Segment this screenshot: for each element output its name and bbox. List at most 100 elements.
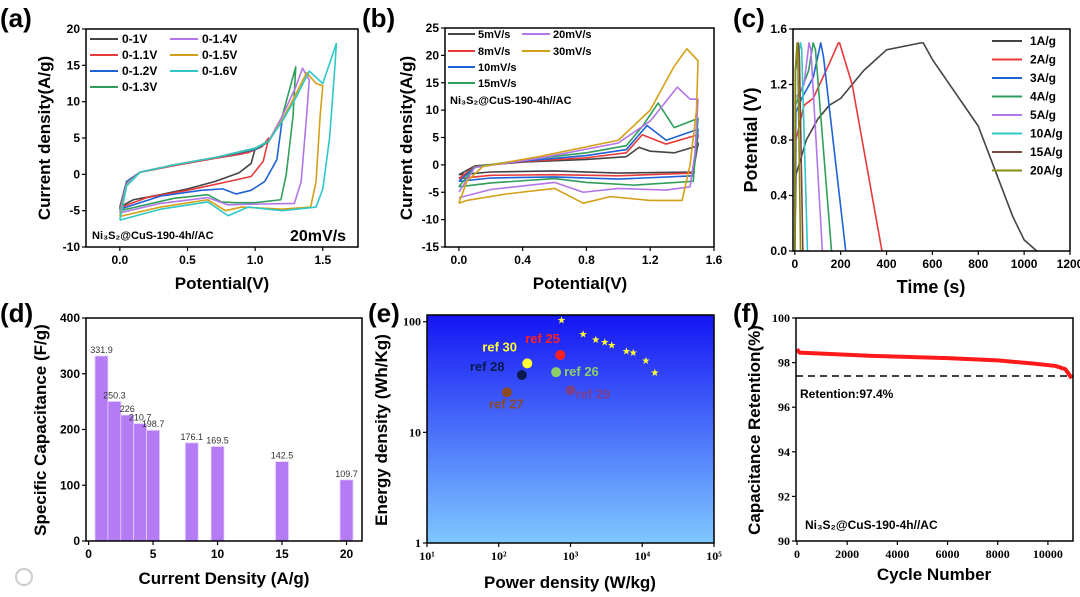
this-work-star-point: ★ [650, 368, 659, 379]
reference-point [565, 385, 576, 396]
reference-point [516, 369, 527, 380]
x-tick-label: 5 [150, 547, 157, 561]
y-tick-label: -5 [428, 185, 439, 199]
bar [146, 429, 160, 541]
x-axis-title: Time (s) [897, 277, 966, 297]
y-tick-label: 5 [432, 131, 439, 145]
y-tick-label: 96 [778, 400, 790, 414]
x-tick-label: 1.6 [706, 253, 723, 267]
bar-value-label: 250.3 [103, 390, 126, 400]
y-tick-label: 0.0 [770, 244, 787, 258]
y-tick-label: 25 [426, 21, 440, 35]
bar [94, 355, 109, 541]
y-tick-label: 1.6 [770, 22, 787, 36]
legend-label: 0-1.6V [202, 64, 237, 78]
y-tick-label: 200 [60, 423, 80, 437]
legend-label: 8mV/s [478, 46, 510, 58]
panel-label: (d) [0, 298, 33, 328]
y-tick-label: 94 [778, 445, 790, 459]
y-axis-title: Current density(A/g) [397, 56, 416, 220]
x-tick-label: 10⁵ [706, 549, 722, 563]
legend-label: 4A/g [1030, 90, 1056, 104]
series-line-1A-g [794, 42, 1038, 251]
plot-frame [795, 317, 1074, 542]
reference-label: ref 30 [482, 339, 517, 354]
reference-label: ref 25 [525, 331, 560, 346]
legend-label: 10A/g [1030, 127, 1063, 141]
legend-label: 1A/g [1030, 34, 1056, 48]
y-tick-label: 400 [60, 311, 80, 325]
panel-label: (b) [362, 3, 395, 33]
x-tick-label: 2000 [835, 547, 859, 561]
y-tick-label: 20 [426, 48, 440, 62]
reference-point [555, 350, 566, 361]
series-line-0-1.1V [119, 137, 270, 209]
x-tick-label: 1.5 [314, 253, 331, 267]
bar-value-label: 109.7 [335, 469, 358, 479]
x-tick-label: 0 [85, 547, 92, 561]
y-axis-title: Potential (V) [741, 87, 761, 192]
bar [275, 461, 289, 541]
y-tick-label: 15 [67, 58, 81, 72]
y-axis-title: Capacitance Retention(%) [745, 325, 764, 535]
legend-label: 0-1V [122, 32, 147, 46]
panel-a: 0.0 0.5 1.0 1.5 -10 -5 0 5 10 15 20 Potential(V) Cur… [0, 3, 359, 293]
legend-label: 3A/g [1030, 71, 1056, 85]
x-axis-title: Potential(V) [533, 274, 627, 293]
series-line-5mV-s [458, 142, 699, 176]
x-tick-label: 600 [922, 257, 942, 271]
y-tick-label: 100 [60, 478, 80, 492]
legend-label: 2A/g [1030, 53, 1056, 67]
reference-label: ref 27 [489, 396, 524, 411]
x-axis-title: Potential(V) [175, 274, 269, 293]
this-work-star-point: ★ [600, 338, 609, 349]
reference-label: ref 28 [470, 359, 505, 374]
bar [210, 446, 225, 541]
this-work-star-point: ★ [607, 341, 616, 352]
y-tick-label: 100 [403, 315, 421, 329]
bar [120, 414, 135, 541]
y-tick-label: 20 [67, 22, 81, 36]
x-tick-label: 10² [491, 549, 507, 563]
x-tick-label: 10³ [563, 549, 579, 563]
x-tick-label: 0.0 [451, 253, 468, 267]
series-line-0-1V [119, 148, 256, 208]
y-tick-label: 98 [778, 356, 790, 370]
series-line-30mV-s [458, 48, 699, 204]
y-tick-label: 0.8 [770, 133, 787, 147]
legend: 0-1V 0-1.1V 0-1.2V 0-1.3V 0-1.4V 0-1.5V 0-1.6V [90, 32, 237, 94]
legend-label: 30mV/s [553, 46, 592, 58]
x-tick-label: 10 [211, 547, 225, 561]
watermark-logo-icon [15, 568, 33, 586]
y-tick-label: -5 [69, 204, 80, 218]
y-tick-label: 10 [67, 95, 81, 109]
legend-label: 0-1.4V [202, 32, 237, 46]
retention-label: Retention:97.4% [800, 387, 894, 401]
legend-label: 0-1.1V [122, 48, 157, 62]
y-tick-label: 100 [772, 311, 790, 325]
x-tick-label: 0.8 [578, 253, 595, 267]
y-tick-label: 0 [73, 534, 80, 548]
plot-area [94, 355, 354, 541]
legend-label: 20mV/s [553, 29, 592, 41]
x-tick-label: 10⁴ [634, 549, 650, 563]
reference-label: ref 26 [564, 364, 599, 379]
panel-b: 0.0 0.4 0.8 1.2 1.6 -15 -10 -5 0 5 10 15 20 25 Potenti… [362, 3, 723, 293]
bar-value-label: 226 [120, 404, 135, 414]
bar-value-label: 210.7 [129, 413, 152, 423]
plot-background [427, 315, 714, 543]
y-tick-label: 10 [426, 103, 440, 117]
x-tick-label: 10¹ [419, 549, 435, 563]
sample-label: Ni₃S₂@CuS-190-4h//AC [805, 518, 938, 532]
scan-rate-label: 20mV/s [290, 228, 346, 245]
reference-label: ref 29 [576, 386, 611, 401]
reference-point [522, 358, 533, 369]
y-tick-label: 1 [415, 536, 421, 550]
legend-label: 5mV/s [478, 29, 510, 41]
y-tick-label: -10 [63, 240, 81, 254]
bar [184, 442, 199, 541]
this-work-star-point: ★ [591, 335, 600, 346]
sample-label: Ni₃S₂@CuS-190-4h//AC [92, 230, 214, 242]
this-work-star-point: ★ [641, 356, 650, 367]
